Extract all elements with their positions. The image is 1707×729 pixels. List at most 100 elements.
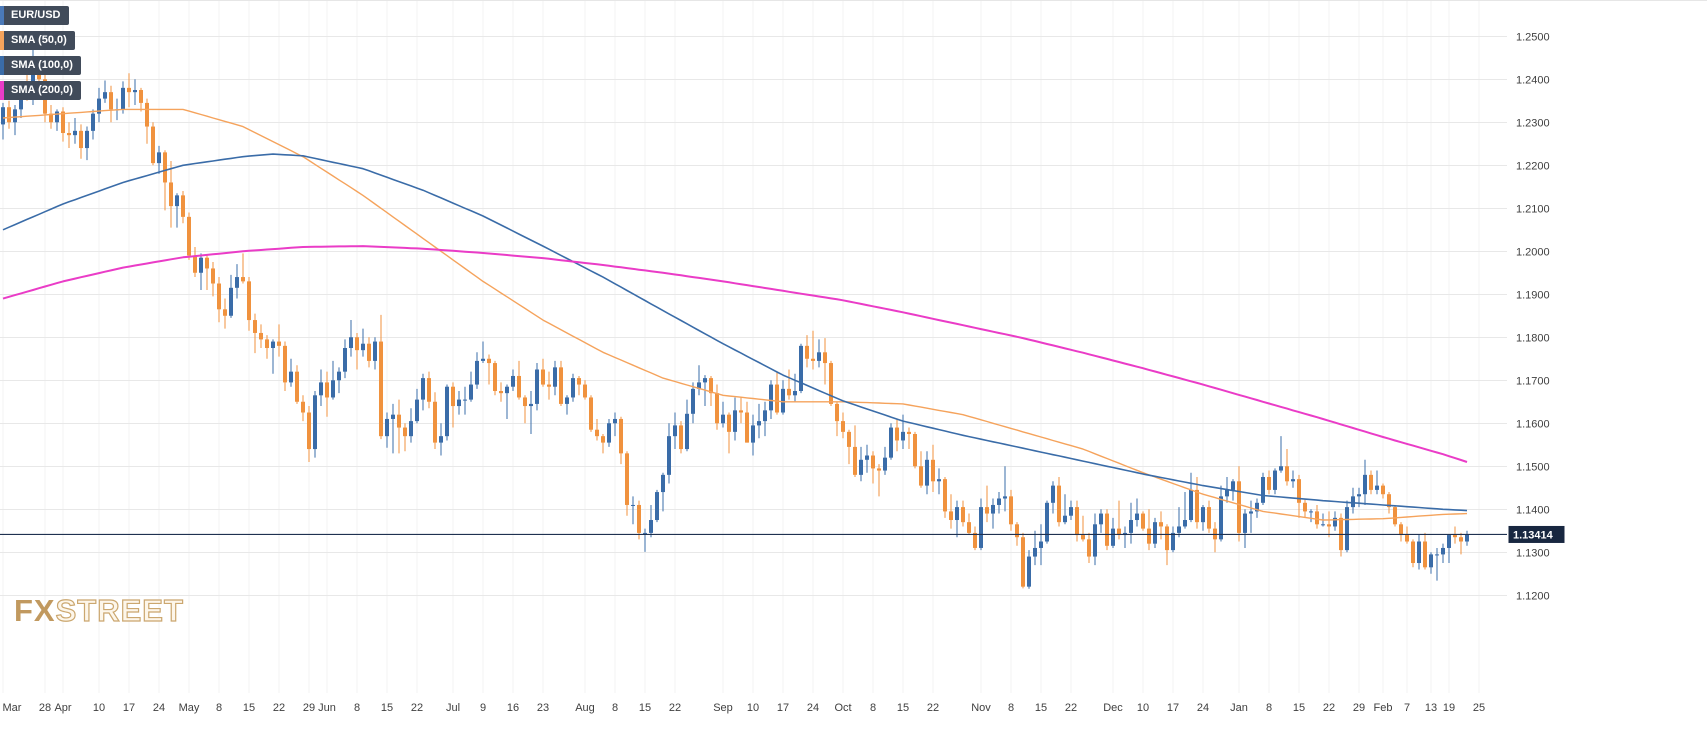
candle[interactable] xyxy=(223,298,227,329)
candle[interactable] xyxy=(343,339,347,379)
candle[interactable] xyxy=(511,369,515,392)
candle[interactable] xyxy=(229,274,233,318)
candle[interactable] xyxy=(697,365,701,396)
candle[interactable] xyxy=(331,360,335,400)
candle[interactable] xyxy=(199,253,203,290)
candle[interactable] xyxy=(607,418,611,447)
candle[interactable] xyxy=(433,392,437,450)
candle[interactable] xyxy=(709,375,713,407)
candle[interactable] xyxy=(643,528,647,552)
candle[interactable] xyxy=(1207,500,1211,533)
candle[interactable] xyxy=(151,122,155,166)
candle[interactable] xyxy=(685,399,689,452)
candle[interactable] xyxy=(1435,547,1439,581)
candle[interactable] xyxy=(577,375,581,396)
candle[interactable] xyxy=(1279,436,1283,473)
candle[interactable] xyxy=(943,477,947,518)
candle[interactable] xyxy=(55,109,59,131)
candle[interactable] xyxy=(1057,477,1061,527)
candle[interactable] xyxy=(67,122,71,149)
candle[interactable] xyxy=(481,341,485,364)
candle[interactable] xyxy=(967,513,971,536)
candle[interactable] xyxy=(1183,492,1187,529)
candle[interactable] xyxy=(1297,474,1301,518)
candle[interactable] xyxy=(721,401,725,428)
candle[interactable] xyxy=(523,395,527,424)
candle[interactable] xyxy=(1021,532,1025,589)
candle[interactable] xyxy=(1249,500,1253,533)
candle[interactable] xyxy=(1351,487,1355,514)
candle[interactable] xyxy=(751,414,755,456)
candle[interactable] xyxy=(517,360,521,400)
candle[interactable] xyxy=(379,314,383,440)
candle[interactable] xyxy=(991,498,995,529)
candle[interactable] xyxy=(745,401,749,443)
candle[interactable] xyxy=(781,380,785,415)
candle[interactable] xyxy=(175,193,179,228)
candle[interactable] xyxy=(763,401,767,437)
candle[interactable] xyxy=(1273,468,1277,495)
candle[interactable] xyxy=(841,412,845,439)
candle[interactable] xyxy=(1075,500,1079,542)
candle[interactable] xyxy=(1417,535,1421,570)
candle[interactable] xyxy=(349,320,353,357)
candle[interactable] xyxy=(1387,492,1391,514)
candle[interactable] xyxy=(907,427,911,450)
candle[interactable] xyxy=(895,418,899,452)
candle[interactable] xyxy=(673,412,677,450)
candle[interactable] xyxy=(619,416,623,465)
candle[interactable] xyxy=(1003,466,1007,512)
candle[interactable] xyxy=(1399,522,1403,542)
candle[interactable] xyxy=(1129,502,1133,544)
candle[interactable] xyxy=(253,313,257,354)
candle[interactable] xyxy=(1087,532,1091,564)
candle[interactable] xyxy=(1345,500,1349,553)
candle[interactable] xyxy=(1,102,5,140)
candle[interactable] xyxy=(13,105,17,136)
candle[interactable] xyxy=(787,369,791,400)
candle[interactable] xyxy=(859,446,863,482)
candle[interactable] xyxy=(397,399,401,454)
candle[interactable] xyxy=(739,397,743,424)
candle[interactable] xyxy=(499,382,503,402)
candle[interactable] xyxy=(1261,472,1265,505)
candle[interactable] xyxy=(1033,530,1037,566)
candle[interactable] xyxy=(325,371,329,417)
candle[interactable] xyxy=(139,87,143,112)
candle[interactable] xyxy=(271,339,275,374)
candle[interactable] xyxy=(277,324,281,357)
candle[interactable] xyxy=(355,332,359,370)
candle[interactable] xyxy=(1165,524,1169,566)
candle[interactable] xyxy=(937,468,941,495)
candle[interactable] xyxy=(307,406,311,462)
candle[interactable] xyxy=(925,451,929,495)
candle[interactable] xyxy=(847,429,851,465)
candle[interactable] xyxy=(961,500,965,527)
candle[interactable] xyxy=(679,421,683,454)
candle[interactable] xyxy=(1147,509,1151,551)
candle[interactable] xyxy=(1045,500,1049,544)
candle[interactable] xyxy=(289,358,293,387)
candle[interactable] xyxy=(655,489,659,523)
candle[interactable] xyxy=(757,403,761,439)
candle[interactable] xyxy=(475,352,479,389)
candle[interactable] xyxy=(1423,532,1427,570)
candle[interactable] xyxy=(1411,539,1415,568)
candle[interactable] xyxy=(1459,532,1463,555)
candle[interactable] xyxy=(811,330,815,370)
candle[interactable] xyxy=(169,160,173,228)
candle[interactable] xyxy=(571,373,575,402)
candle[interactable] xyxy=(883,446,887,475)
candle[interactable] xyxy=(865,444,869,473)
candle[interactable] xyxy=(403,423,407,452)
candle[interactable] xyxy=(439,423,443,456)
candle[interactable] xyxy=(301,395,305,422)
candle[interactable] xyxy=(121,81,125,114)
candle[interactable] xyxy=(1027,550,1031,589)
candle[interactable] xyxy=(457,391,461,415)
candle[interactable] xyxy=(1153,517,1157,548)
candle[interactable] xyxy=(1171,526,1175,553)
candle[interactable] xyxy=(583,380,587,400)
candle[interactable] xyxy=(133,79,137,106)
candle[interactable] xyxy=(1081,515,1085,542)
